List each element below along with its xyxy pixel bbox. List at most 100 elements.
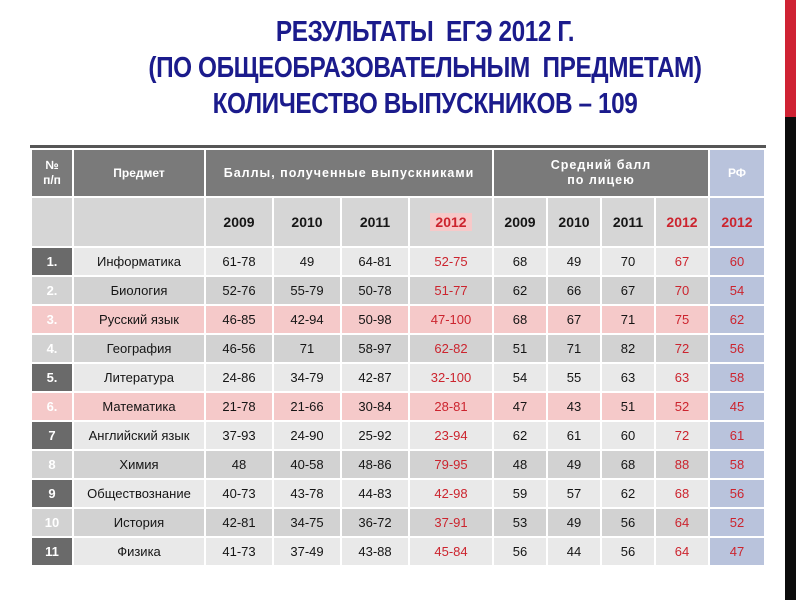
score-cell: 24-86 — [206, 364, 272, 391]
header-num: № п/п — [32, 150, 72, 196]
score-cell: 21-78 — [206, 393, 272, 420]
subject-cell: Английский язык — [74, 422, 204, 449]
score-cell: 43-78 — [274, 480, 340, 507]
avg-cell: 70 — [656, 277, 708, 304]
row-number: 10 — [32, 509, 72, 536]
table-row: 3. Русский язык 46-85 42-94 50-98 47-100 68 67 7… — [32, 306, 764, 333]
title-line-3: КОЛИЧЕСТВО ВЫПУСКНИКОВ – 109 — [212, 88, 638, 120]
avg-cell: 49 — [548, 509, 600, 536]
avg-cell: 64 — [656, 538, 708, 565]
avg-cell: 57 — [548, 480, 600, 507]
row-number: 8 — [32, 451, 72, 478]
avg-cell: 67 — [548, 306, 600, 333]
header-avg-group: Средний балл по лицею — [494, 150, 708, 196]
avg-cell: 62 — [494, 422, 546, 449]
score-cell: 37-93 — [206, 422, 272, 449]
score-cell: 51-77 — [410, 277, 492, 304]
avg-cell: 53 — [494, 509, 546, 536]
avg-cell: 82 — [602, 335, 654, 362]
avg-cell: 56 — [602, 538, 654, 565]
ege-results-table: № п/п Предмет Баллы, полученные выпускника… — [30, 145, 766, 567]
score-cell: 37-91 — [410, 509, 492, 536]
avg-cell: 75 — [656, 306, 708, 333]
score-cell: 41-73 — [206, 538, 272, 565]
subject-cell: Физика — [74, 538, 204, 565]
accent-bar-black — [785, 117, 796, 600]
table-row: 10 История 42-81 34-75 36-72 37-91 53 49 56 64 52 — [32, 509, 764, 536]
avg-cell: 62 — [494, 277, 546, 304]
row-number: 1. — [32, 248, 72, 275]
table-row: 1. Информатика 61-78 49 64-81 52-75 68 49 70 67 60 — [32, 248, 764, 275]
row-number: 7 — [32, 422, 72, 449]
subject-cell: Химия — [74, 451, 204, 478]
avg-cell: 62 — [602, 480, 654, 507]
avg-cell: 63 — [656, 364, 708, 391]
avg-cell: 68 — [602, 451, 654, 478]
year-header-scores: 2012 — [410, 198, 492, 246]
score-cell: 32-100 — [410, 364, 492, 391]
avg-cell: 47 — [494, 393, 546, 420]
header-scores-group: Баллы, полученные выпускниками — [206, 150, 492, 196]
score-cell: 24-90 — [274, 422, 340, 449]
score-cell: 50-78 — [342, 277, 408, 304]
rf-cell: 52 — [710, 509, 764, 536]
header-row-groups: № п/п Предмет Баллы, полученные выпускника… — [32, 150, 764, 196]
score-cell: 62-82 — [410, 335, 492, 362]
avg-cell: 68 — [656, 480, 708, 507]
avg-cell: 72 — [656, 335, 708, 362]
avg-cell: 52 — [656, 393, 708, 420]
score-cell: 40-58 — [274, 451, 340, 478]
score-cell: 45-84 — [410, 538, 492, 565]
year-header-avg: 2011 — [602, 198, 654, 246]
score-cell: 40-73 — [206, 480, 272, 507]
avg-cell: 67 — [656, 248, 708, 275]
row-number: 11 — [32, 538, 72, 565]
rf-cell: 58 — [710, 364, 764, 391]
table-row: 8 Химия 48 40-58 48-86 79-95 48 49 68 88 58 — [32, 451, 764, 478]
year-header-avg: 2010 — [548, 198, 600, 246]
year-header-avg: 2012 — [656, 198, 708, 246]
score-cell: 34-75 — [274, 509, 340, 536]
score-cell: 28-81 — [410, 393, 492, 420]
row-number: 6. — [32, 393, 72, 420]
avg-cell: 71 — [548, 335, 600, 362]
table-row: 6. Математика 21-78 21-66 30-84 28-81 47 43 51 52… — [32, 393, 764, 420]
rf-cell: 61 — [710, 422, 764, 449]
score-cell: 36-72 — [342, 509, 408, 536]
avg-cell: 72 — [656, 422, 708, 449]
avg-cell: 63 — [602, 364, 654, 391]
avg-cell: 49 — [548, 451, 600, 478]
rf-cell: 54 — [710, 277, 764, 304]
score-cell: 79-95 — [410, 451, 492, 478]
score-cell: 30-84 — [342, 393, 408, 420]
score-cell: 52-75 — [410, 248, 492, 275]
avg-cell: 68 — [494, 306, 546, 333]
score-cell: 58-97 — [342, 335, 408, 362]
year-header-scores: 2010 — [274, 198, 340, 246]
avg-cell: 44 — [548, 538, 600, 565]
table-row: 4. География 46-56 71 58-97 62-82 51 71 82 72 56 — [32, 335, 764, 362]
score-cell: 64-81 — [342, 248, 408, 275]
score-cell: 37-49 — [274, 538, 340, 565]
avg-cell: 64 — [656, 509, 708, 536]
score-cell: 42-98 — [410, 480, 492, 507]
avg-cell: 51 — [494, 335, 546, 362]
avg-cell: 54 — [494, 364, 546, 391]
avg-cell: 60 — [602, 422, 654, 449]
rf-cell: 56 — [710, 480, 764, 507]
header-rf: РФ — [710, 150, 764, 196]
avg-cell: 67 — [602, 277, 654, 304]
row-number: 5. — [32, 364, 72, 391]
score-cell: 71 — [274, 335, 340, 362]
score-cell: 48 — [206, 451, 272, 478]
score-cell: 42-87 — [342, 364, 408, 391]
table-row: 9 Обществознание 40-73 43-78 44-83 42-98 59 57 6… — [32, 480, 764, 507]
year-highlight: 2012 — [430, 213, 472, 231]
row-number: 2. — [32, 277, 72, 304]
avg-cell: 55 — [548, 364, 600, 391]
score-cell: 25-92 — [342, 422, 408, 449]
score-cell: 43-88 — [342, 538, 408, 565]
avg-cell: 43 — [548, 393, 600, 420]
rf-cell: 62 — [710, 306, 764, 333]
